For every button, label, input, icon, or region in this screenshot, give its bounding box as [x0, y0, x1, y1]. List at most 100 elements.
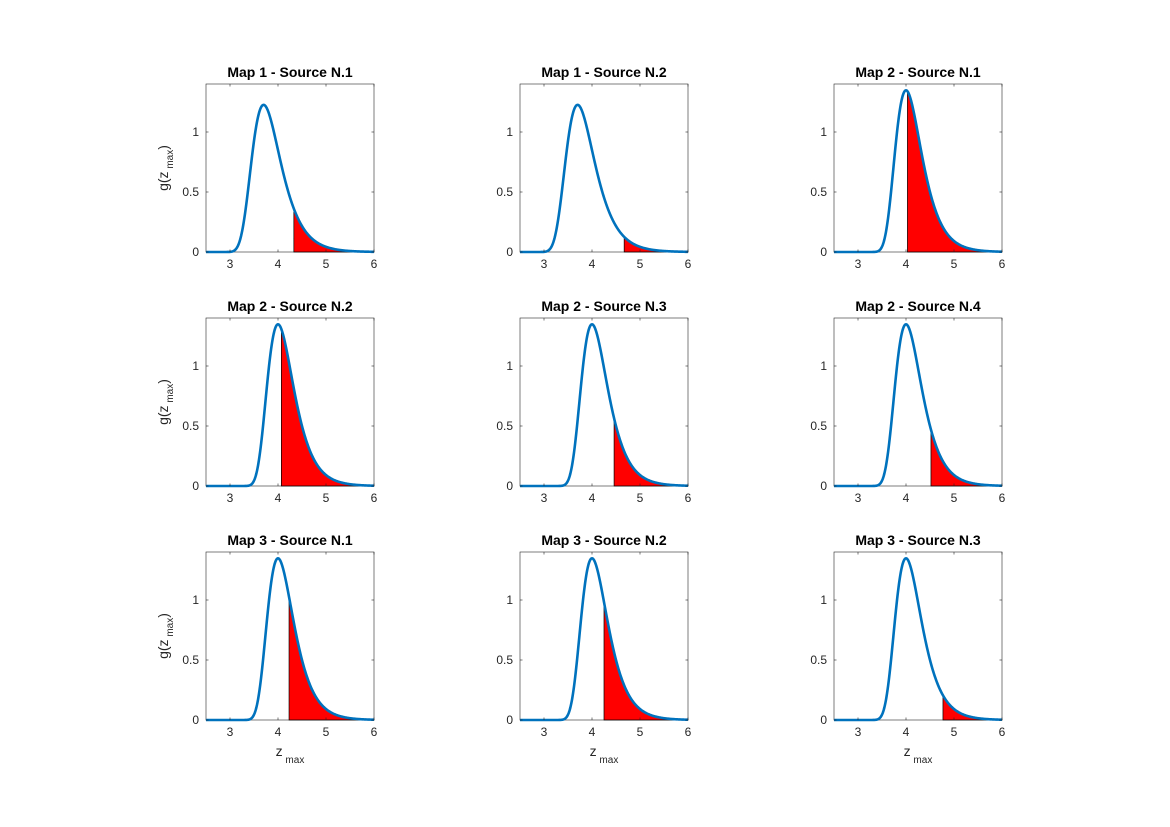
subplot: 3 4 5 6 0 0.5 1 Map 3 - Source N.1 g(z max) z max [155, 532, 378, 766]
x-tick-label: 5 [951, 257, 958, 271]
x-tick-label: 4 [589, 725, 596, 739]
subplot: 3 4 5 6 0 0.5 1 Map 3 - Source N.3 z max [810, 532, 1005, 766]
y-axis-label: g(z max) [155, 145, 176, 191]
x-tick-label: 6 [999, 491, 1006, 505]
x-tick-label: 3 [855, 257, 862, 271]
y-tick-label: 0.5 [496, 185, 513, 199]
y-tick-label: 0.5 [810, 419, 827, 433]
x-tick-label: 3 [855, 491, 862, 505]
x-axis-label: z max [276, 743, 305, 766]
subplot-title: Map 3 - Source N.3 [855, 532, 980, 548]
subplot-title: Map 2 - Source N.4 [855, 298, 980, 314]
x-tick-label: 5 [637, 257, 644, 271]
axes-box [519, 317, 689, 487]
x-tick-label: 3 [541, 725, 548, 739]
x-tick-label: 3 [541, 491, 548, 505]
density-curve [205, 323, 375, 488]
x-tick-label: 4 [589, 491, 596, 505]
y-axis-label: g(z max) [155, 613, 176, 659]
y-tick-label: 0 [506, 245, 513, 259]
subplot: 3 4 5 6 0 0.5 1 Map 2 - Source N.4 [810, 298, 1005, 505]
subplot-title: Map 2 - Source N.2 [227, 298, 352, 314]
x-tick-label: 4 [903, 257, 910, 271]
y-tick-label: 1 [820, 359, 827, 373]
axes-box [205, 83, 375, 253]
y-tick-label: 1 [820, 125, 827, 139]
x-tick-label: 4 [275, 257, 282, 271]
x-tick-label: 6 [371, 491, 378, 505]
x-tick-label: 6 [999, 257, 1006, 271]
x-tick-label: 5 [951, 491, 958, 505]
x-axis-label: z max [904, 743, 933, 766]
x-tick-label: 4 [275, 491, 282, 505]
y-tick-label: 0.5 [810, 653, 827, 667]
y-tick-label: 0.5 [496, 653, 513, 667]
subplot: 3 4 5 6 0 0.5 1 Map 1 - Source N.1 g(z max) [155, 64, 378, 271]
y-tick-label: 1 [192, 359, 199, 373]
subplot-title: Map 2 - Source N.3 [541, 298, 666, 314]
x-tick-label: 5 [637, 491, 644, 505]
density-curve [833, 557, 1003, 722]
x-tick-label: 5 [323, 725, 330, 739]
axes-box [833, 317, 1003, 487]
x-tick-label: 6 [685, 257, 692, 271]
y-tick-label: 0.5 [182, 419, 199, 433]
y-tick-label: 1 [820, 593, 827, 607]
y-tick-label: 0.5 [182, 653, 199, 667]
density-curve [519, 103, 689, 254]
x-tick-label: 3 [227, 725, 234, 739]
subplot-title: Map 2 - Source N.1 [855, 64, 980, 80]
axes-box [833, 551, 1003, 721]
density-curve [833, 89, 1003, 254]
subplot: 3 4 5 6 0 0.5 1 Map 2 - Source N.1 [810, 64, 1005, 271]
density-curve [833, 323, 1003, 488]
y-tick-label: 0 [506, 713, 513, 727]
x-tick-label: 3 [855, 725, 862, 739]
y-tick-label: 0.5 [810, 185, 827, 199]
x-tick-label: 4 [275, 725, 282, 739]
y-tick-label: 1 [506, 125, 513, 139]
x-tick-label: 4 [903, 491, 910, 505]
subplot-title: Map 3 - Source N.2 [541, 532, 666, 548]
density-curve [519, 323, 689, 488]
y-tick-label: 1 [506, 593, 513, 607]
x-tick-label: 5 [951, 725, 958, 739]
subplot-title: Map 1 - Source N.1 [227, 64, 352, 80]
x-tick-label: 6 [371, 725, 378, 739]
x-tick-label: 3 [227, 257, 234, 271]
density-curve [205, 557, 375, 722]
x-tick-label: 5 [323, 257, 330, 271]
x-tick-label: 6 [685, 725, 692, 739]
subplot-title: Map 1 - Source N.2 [541, 64, 666, 80]
subplot: 3 4 5 6 0 0.5 1 Map 2 - Source N.2 g(z max) [155, 298, 378, 505]
x-tick-label: 4 [903, 725, 910, 739]
x-tick-label: 6 [371, 257, 378, 271]
x-tick-label: 4 [589, 257, 596, 271]
y-tick-label: 0 [192, 479, 199, 493]
x-tick-label: 5 [637, 725, 644, 739]
y-axis-label: g(z max) [155, 379, 176, 425]
y-tick-label: 0 [820, 713, 827, 727]
density-curve [519, 557, 689, 722]
y-tick-label: 0 [192, 245, 199, 259]
y-tick-label: 0.5 [496, 419, 513, 433]
y-tick-label: 0 [192, 713, 199, 727]
y-tick-label: 0 [820, 479, 827, 493]
x-tick-label: 6 [685, 491, 692, 505]
axes-box [519, 83, 689, 253]
x-tick-label: 5 [323, 491, 330, 505]
subplot-title: Map 3 - Source N.1 [227, 532, 352, 548]
x-tick-label: 3 [541, 257, 548, 271]
x-tick-label: 6 [999, 725, 1006, 739]
y-tick-label: 0 [820, 245, 827, 259]
y-tick-label: 1 [192, 593, 199, 607]
y-tick-label: 1 [192, 125, 199, 139]
y-tick-label: 1 [506, 359, 513, 373]
subplot: 3 4 5 6 0 0.5 1 Map 1 - Source N.2 [496, 64, 691, 271]
density-curve [205, 103, 375, 254]
x-axis-label: z max [590, 743, 619, 766]
y-tick-label: 0.5 [182, 185, 199, 199]
subplot: 3 4 5 6 0 0.5 1 Map 3 - Source N.2 z max [496, 532, 691, 766]
subplot: 3 4 5 6 0 0.5 1 Map 2 - Source N.3 [496, 298, 691, 505]
